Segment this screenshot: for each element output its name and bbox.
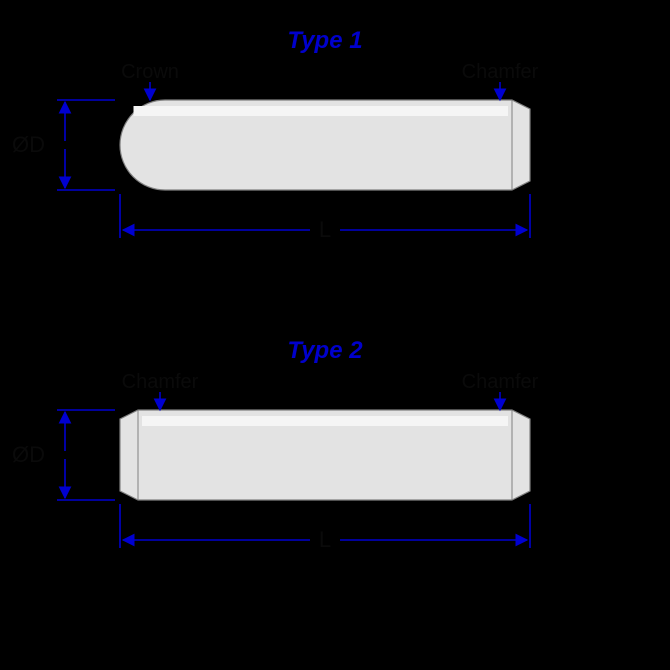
type-title: Type 1 — [287, 27, 362, 54]
length-label: L — [319, 527, 331, 552]
right-end-label: Chamfer — [462, 371, 539, 393]
length-label: L — [319, 217, 331, 242]
diameter-label: ØD — [12, 132, 45, 157]
left-end-label: Chamfer — [122, 371, 199, 393]
type-title: Type 2 — [287, 337, 363, 364]
left-end-label: Crown — [121, 61, 179, 83]
pin-highlight — [134, 106, 509, 116]
diameter-label: ØD — [12, 442, 45, 467]
pin-highlight — [142, 416, 508, 426]
right-end-label: Chamfer — [462, 61, 539, 83]
